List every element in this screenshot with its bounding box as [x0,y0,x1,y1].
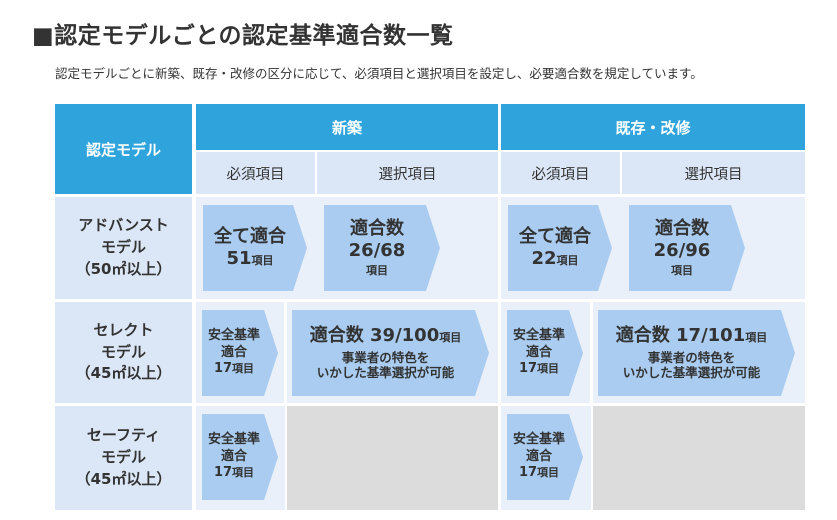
badge-line: 適合 [220,344,247,360]
cell-divider [284,302,287,403]
header-group-existing: 既存・改修 [501,104,805,150]
badge-unit: 項目 [366,264,388,278]
badge-unit: 項目 [537,466,560,480]
badge-advanced-existing-required: 全て適合 22項目 [508,205,612,291]
badge-safety-new-required: 安全基準 適合 17項目 [202,414,278,500]
badge-line: 安全基準 [512,327,565,343]
badge-number: 22 [531,247,557,269]
row-name-line: アドバンスト [78,216,169,235]
cell-divider [590,302,593,403]
badge-prefix: 適合数 [615,325,677,347]
badge-advanced-new-selective: 適合数 26/68 項目 [324,205,440,291]
badge-number: 17 [518,361,538,377]
row-name-line: （45㎡以上） [75,469,172,488]
badge-select-new-required: 安全基準 適合 17項目 [202,310,278,396]
cell-safety-new-selective-empty [287,406,498,510]
badge-select-existing-required: 安全基準 適合 17項目 [507,310,583,396]
page-title: ■認定モデルごとの認定基準適合数一覧 [32,23,454,49]
badge-line: 適合 [525,448,552,464]
row-name-line: （50㎡以上） [75,259,172,278]
badge-unit: 項目 [251,253,274,267]
badge-number: 17 [213,361,233,377]
cell-safety-existing-selective-empty [593,406,805,510]
badge-line: 全て適合 [214,225,286,247]
badge-line: 安全基準 [512,431,565,447]
badge-unit: 項目 [232,362,255,376]
subheader-existing-required: 必須項目 [501,152,620,194]
badge-unit: 項目 [537,362,560,376]
badge-number: 26/96 [653,239,711,261]
header-group-new: 新築 [196,104,498,150]
badge-unit: 項目 [232,466,255,480]
badge-unit: 項目 [556,253,579,267]
badge-number: 17 [518,465,538,481]
row-name-line: モデル [100,238,146,257]
row-name-line: セーフティ [86,426,161,445]
row-head-advanced: アドバンスト モデル （50㎡以上） [55,197,192,299]
badge-number: 39/100 [370,325,440,347]
row-head-safety: セーフティ モデル （45㎡以上） [55,406,192,510]
badge-advanced-new-required: 全て適合 51項目 [203,205,307,291]
badge-line: 安全基準 [207,327,260,343]
page-subtitle: 認定モデルごとに新築、既存・改修の区分に応じて、必須項目と選択項目を設定し、必要… [55,66,703,81]
badge-safety-existing-required: 安全基準 適合 17項目 [507,414,583,500]
badge-line: 適合数 [655,217,709,239]
badge-number: 26/68 [348,239,406,261]
badge-line: 適合数 [350,217,404,239]
badge-note: いかした基準選択が可能 [316,365,455,381]
badge-line: 安全基準 [207,431,260,447]
row-head-select: セレクト モデル （45㎡以上） [55,302,192,403]
badge-number: 17/101 [676,325,746,347]
row-name-line: （45㎡以上） [75,364,172,383]
badge-line: 適合 [220,448,247,464]
badge-note: 事業者の特色を [341,349,430,365]
row-name-line: セレクト [93,320,154,339]
badge-line: 全て適合 [519,225,591,247]
badge-unit: 項目 [671,264,693,278]
subheader-existing-selective: 選択項目 [622,152,805,194]
badge-number: 51 [226,247,252,269]
row-name-line: モデル [100,448,146,467]
header-corner-model: 認定モデル [55,104,192,194]
badge-select-existing-selective: 適合数 17/101項目 事業者の特色を いかした基準選択が可能 [598,310,795,396]
badge-advanced-existing-selective: 適合数 26/96 項目 [629,205,745,291]
badge-prefix: 適合数 [309,325,371,347]
row-name-line: モデル [100,342,146,361]
subheader-new-required: 必須項目 [196,152,315,194]
badge-select-new-selective: 適合数 39/100項目 事業者の特色を いかした基準選択が可能 [292,310,489,396]
badge-number: 17 [213,465,233,481]
badge-unit: 項目 [439,331,462,345]
subheader-new-selective: 選択項目 [317,152,498,194]
badge-note: いかした基準選択が可能 [622,365,761,381]
badge-note: 事業者の特色を [647,349,736,365]
badge-line: 適合 [525,344,552,360]
badge-unit: 項目 [745,331,768,345]
